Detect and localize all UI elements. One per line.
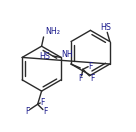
Text: F: F bbox=[88, 62, 92, 71]
Text: HS: HS bbox=[39, 52, 50, 61]
Text: F: F bbox=[40, 98, 45, 107]
Text: F: F bbox=[90, 74, 94, 83]
Text: F: F bbox=[78, 74, 82, 83]
Text: NH: NH bbox=[61, 50, 72, 59]
Text: F: F bbox=[43, 107, 48, 116]
Text: F: F bbox=[25, 107, 29, 116]
Text: NH₂: NH₂ bbox=[45, 27, 60, 36]
Text: HS: HS bbox=[100, 23, 111, 32]
